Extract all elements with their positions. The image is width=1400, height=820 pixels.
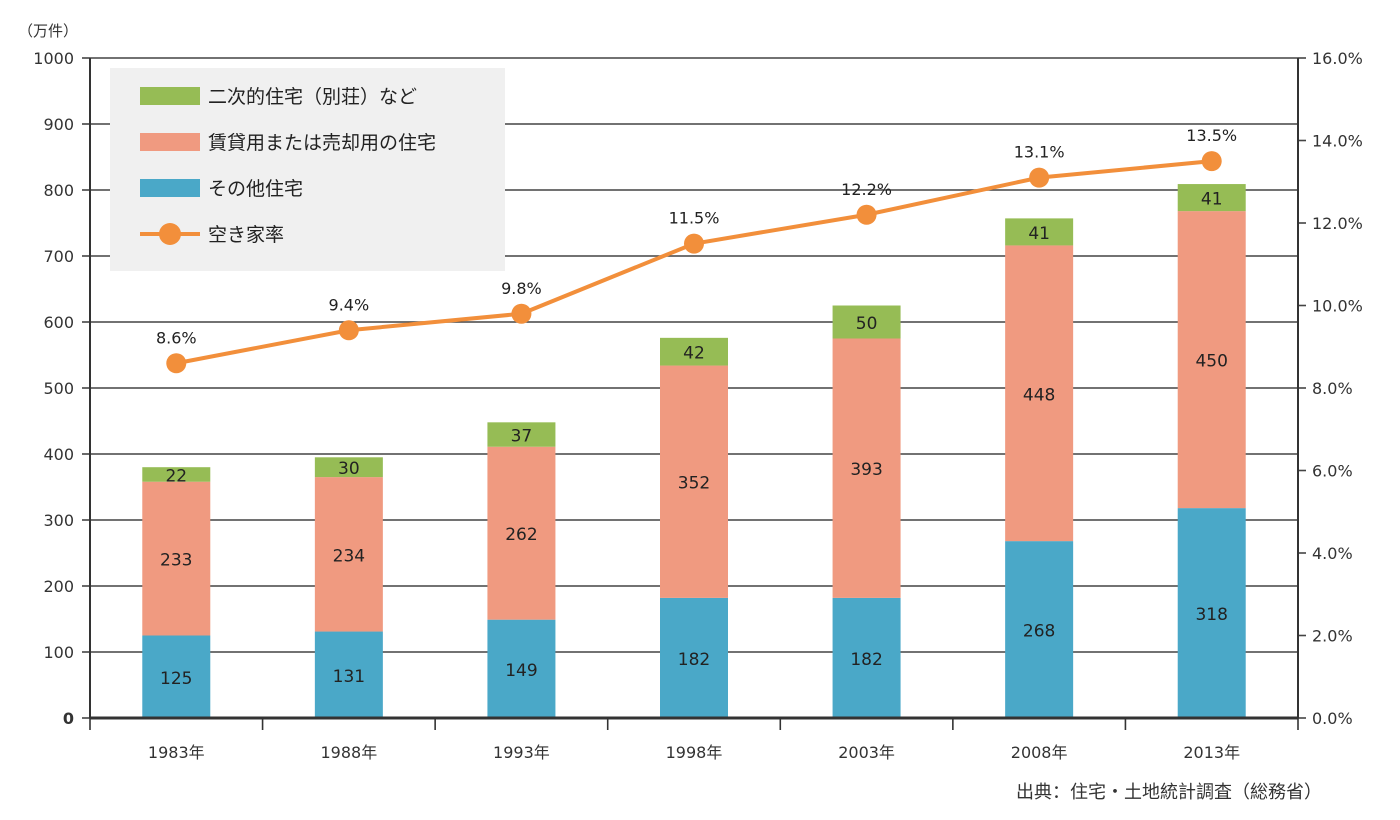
bar-segment-rental-sale: [314, 477, 383, 632]
right-axis-tick-label: 0.0%: [1312, 709, 1353, 728]
right-axis-tick-label: 10.0%: [1312, 297, 1363, 316]
right-axis-tick-label: 12.0%: [1312, 214, 1363, 233]
vacancy-rate-marker: [511, 303, 532, 324]
bar-segment-other: [142, 635, 211, 718]
bar-segment-label: 50: [856, 314, 878, 334]
vacancy-rate-marker: [1201, 151, 1222, 172]
axes: 0 100 200 300 400 500 600 700 800 900 1000 0.0% 2.0%…: [33, 49, 1363, 762]
bar-segment-rental-sale: [832, 338, 901, 598]
bar-segment-label: 41: [1201, 190, 1223, 210]
vacancy-rate-label: 11.5%: [669, 209, 720, 228]
right-axis-tick-label: 8.0%: [1312, 379, 1353, 398]
vacancy-rate-label: 9.8%: [501, 279, 542, 298]
vacancy-rate-label: 12.2%: [841, 180, 892, 199]
vacancy-rate-marker: [856, 204, 877, 225]
bar-segment-label: 41: [1028, 224, 1050, 244]
right-axis-tick-label: 4.0%: [1312, 544, 1353, 563]
legend-label: その他住宅: [208, 178, 303, 200]
bar-segment-secondary: [660, 337, 728, 366]
source-note: 出典：住宅・土地統計調査（総務省）: [1016, 782, 1322, 803]
bar-segment-other: [487, 619, 556, 718]
right-axis-tick-label: 16.0%: [1312, 49, 1363, 68]
left-axis-tick-label: 0: [63, 709, 74, 728]
left-axis-tick-label: 400: [43, 445, 74, 464]
bar-segment-label: 262: [505, 525, 537, 545]
x-axis-tick-label: 2003年: [838, 743, 895, 762]
bar-segment-label: 149: [505, 661, 537, 681]
vacancy-rate-label: 8.6%: [156, 328, 197, 347]
bar-segment-label: 233: [160, 551, 192, 571]
x-axis-tick-label: 2013年: [1183, 743, 1240, 762]
bar-segment-other: [832, 597, 901, 718]
left-axis-tick-label: 500: [43, 379, 74, 398]
x-axis-tick-label: 1988年: [320, 743, 377, 762]
vacancy-rate-label: 13.1%: [1014, 143, 1065, 162]
left-axis-unit: （万件）: [18, 22, 78, 40]
legend-marker: [159, 223, 181, 245]
bar-segment-secondary: [1005, 218, 1074, 246]
bar-segment-label: 352: [678, 474, 710, 494]
vacancy-rate-label: 13.5%: [1186, 126, 1237, 145]
bar-segment-label: 30: [338, 459, 360, 479]
bar-segment-label: 450: [1195, 352, 1227, 372]
bar-segment-secondary: [487, 422, 556, 447]
right-axis-tick-label: 2.0%: [1312, 627, 1353, 646]
bar-segment-secondary: [314, 457, 383, 478]
legend-swatch: [140, 87, 200, 105]
legend-label: 空き家率: [208, 224, 284, 246]
x-axis-tick-label: 2008年: [1011, 743, 1068, 762]
left-axis-tick-label: 800: [43, 181, 74, 200]
x-axis-tick-label: 1983年: [148, 743, 205, 762]
legend-swatch: [140, 133, 200, 151]
bar-segment-label: 22: [165, 466, 187, 486]
vacancy-rate-label: 9.4%: [329, 295, 370, 314]
legend-label: 賃貸用または売却用の住宅: [208, 132, 436, 154]
bar-segment-secondary: [1177, 184, 1246, 212]
vacancy-rate-marker: [338, 320, 359, 341]
bar-segment-other: [660, 597, 728, 718]
vacancy-rate-marker: [166, 353, 187, 374]
left-axis-tick-label: 900: [43, 115, 74, 134]
bar-segment-rental-sale: [1005, 245, 1074, 542]
left-axis-tick-label: 700: [43, 247, 74, 266]
bar-segment-label: 125: [160, 669, 192, 689]
bar-segment-label: 182: [678, 650, 710, 670]
bar-segment-label: 182: [850, 650, 882, 670]
bar-segment-label: 42: [683, 344, 705, 364]
stacked-bars: 125 233 22 131 234 30 149 262 37 182 352 42 182 393 50…: [142, 184, 1246, 718]
bar-segment-other: [1177, 508, 1246, 718]
left-axis-tick-label: 1000: [33, 49, 74, 68]
bar-segment-secondary: [142, 467, 211, 482]
vacancy-rate-line: 8.6% 9.4% 9.8% 11.5% 12.2% 13.1% 13.5%: [156, 126, 1237, 374]
bar-segment-label: 234: [333, 546, 365, 566]
left-axis-tick-label: 200: [43, 577, 74, 596]
x-axis-tick-label: 1998年: [666, 743, 723, 762]
legend-label: 二次的住宅（別荘）など: [208, 86, 417, 108]
left-axis-tick-label: 300: [43, 511, 74, 530]
bar-segment-label: 318: [1195, 605, 1227, 625]
bar-segment-secondary: [832, 305, 901, 339]
bar-segment-label: 268: [1023, 622, 1055, 642]
vacancy-rate-marker: [1029, 167, 1050, 188]
left-axis-tick-label: 600: [43, 313, 74, 332]
bar-segment-label: 448: [1023, 385, 1055, 405]
x-axis-tick-label: 1993年: [493, 743, 550, 762]
legend-swatch: [140, 179, 200, 197]
bar-segment-rental-sale: [1177, 211, 1246, 509]
vacancy-rate-marker: [684, 233, 704, 254]
bar-segment-label: 393: [850, 460, 882, 480]
left-axis-tick-label: 100: [43, 643, 74, 662]
bar-segment-label: 131: [333, 667, 365, 687]
bar-segment-other: [1005, 541, 1074, 718]
bar-segment-other: [314, 631, 383, 718]
bar-segment-rental-sale: [142, 481, 211, 636]
bar-segment-label: 37: [511, 427, 533, 447]
right-axis-tick-label: 6.0%: [1312, 462, 1353, 481]
bar-segment-rental-sale: [660, 365, 728, 598]
right-axis-tick-label: 14.0%: [1312, 132, 1363, 151]
bar-segment-rental-sale: [487, 446, 556, 620]
